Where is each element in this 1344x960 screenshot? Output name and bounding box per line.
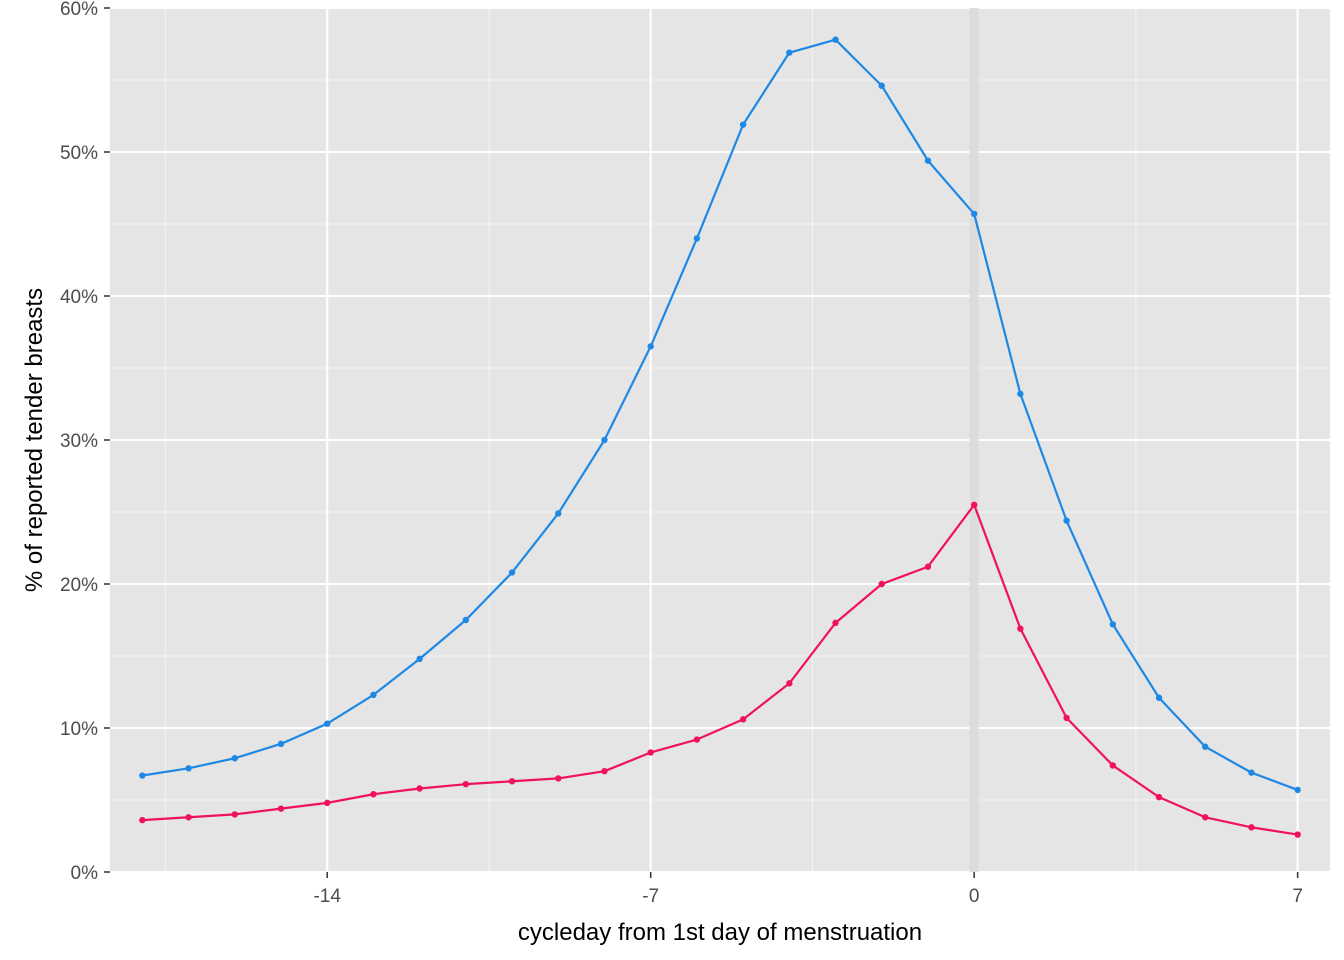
data-point [277,805,285,812]
data-point [1017,625,1024,632]
data-point [323,720,331,727]
series-layer [139,36,1301,838]
y-tick-label: 50% [60,143,98,164]
series-line [142,503,1298,836]
data-point [693,736,701,743]
data-point [1017,390,1024,398]
data-point [878,580,885,588]
data-point [1063,517,1070,524]
series-2 [139,501,1301,838]
y-tick-label: 0% [71,863,99,884]
data-point [462,616,470,624]
data-point [647,343,654,350]
data-point [508,569,516,576]
data-point [416,785,423,792]
y-tick-label: 10% [60,719,98,740]
x-axis-title: cycleday from 1st day of menstruation [518,919,922,946]
data-point [231,755,238,762]
data-point [739,121,747,128]
data-point [139,772,146,779]
data-point [832,619,839,627]
y-axis-title: % of reported tender breasts [21,288,48,592]
data-point [1202,814,1209,821]
data-point [832,36,839,43]
data-point [924,157,932,164]
data-point [647,749,654,756]
data-point [786,49,793,56]
axis-ticks [104,7,1299,878]
y-tick-label: 20% [60,575,98,596]
x-tick-label: -14 [313,886,341,907]
data-point [231,811,238,818]
data-point [739,716,747,723]
y-tick-label: 30% [60,431,98,452]
data-point [416,655,423,663]
data-point [924,563,932,570]
data-point [1109,621,1117,628]
data-point [139,816,146,824]
data-point [970,210,978,218]
data-point [878,82,885,89]
data-point [1155,694,1163,701]
data-point [1294,786,1301,794]
y-tick-label: 60% [60,0,98,20]
data-point [370,791,377,798]
data-point [555,510,562,517]
data-point [555,775,562,782]
data-point [185,814,192,821]
x-tick-label: 7 [1292,886,1303,907]
data-point [693,235,701,242]
data-point [185,765,192,772]
y-tick-label: 40% [60,287,98,308]
data-point [1294,831,1301,838]
data-point [601,768,608,775]
data-point [1155,793,1163,801]
data-point [970,501,978,508]
data-point [323,799,331,807]
x-tick-label: 0 [969,886,980,907]
data-point [1202,743,1209,750]
data-point [601,436,608,444]
data-point [1248,769,1255,776]
data-point [786,680,793,687]
data-point [1248,824,1255,831]
data-point [1109,762,1117,769]
series-line [142,38,1299,791]
x-tick-label: -7 [642,886,659,907]
data-point [508,778,516,785]
y-tick-labels: 0% 10% 20% 30% 40% 50% 60% [60,0,98,884]
data-point [1063,714,1070,722]
data-point [277,740,285,748]
data-point [370,691,377,699]
data-point [462,780,470,788]
series-1 [139,36,1301,794]
x-tick-labels: -14 -7 0 7 [313,886,1302,907]
